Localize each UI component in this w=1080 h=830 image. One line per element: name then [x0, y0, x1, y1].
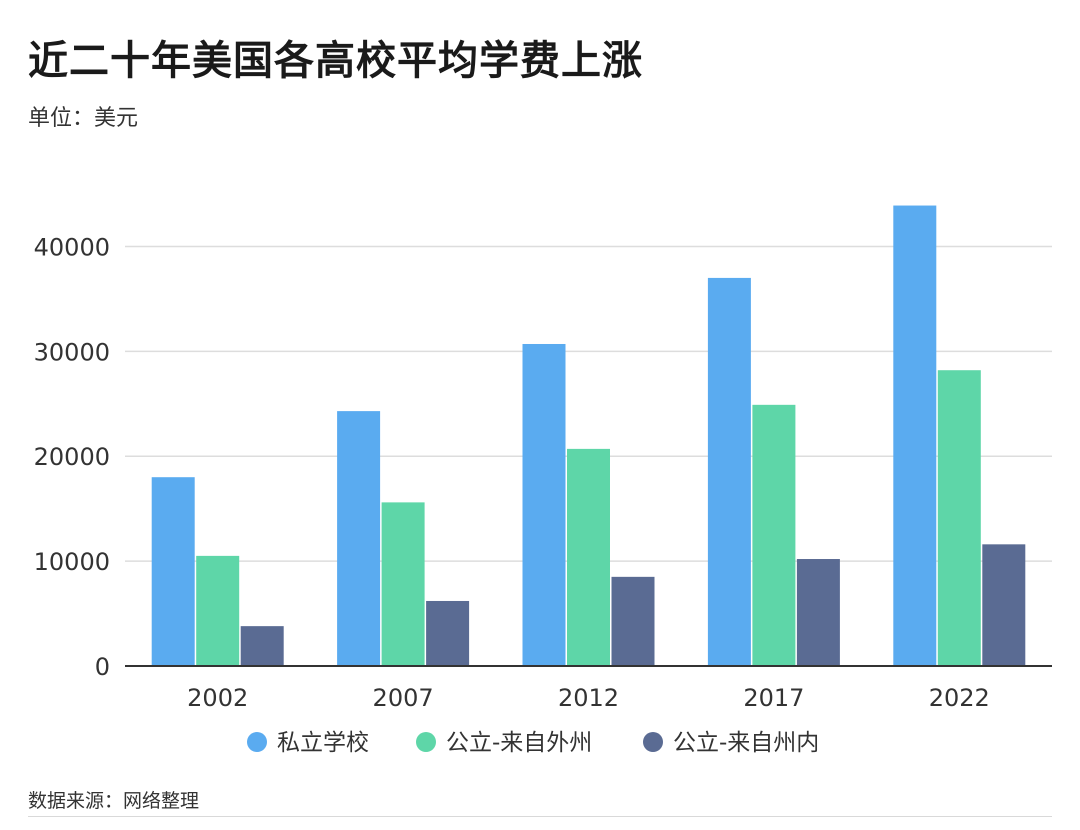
- bar-2002-1: [151, 477, 195, 666]
- x-tick-label: 2007: [373, 684, 434, 712]
- x-axis-ticks: 2002 2007 2012 2017 2022: [187, 684, 990, 712]
- bar-2022-1: [893, 205, 937, 666]
- y-tick-label: 10000: [34, 548, 110, 576]
- legend-swatch: [643, 732, 663, 752]
- bottom-divider: [28, 816, 1052, 817]
- chart-title: 近二十年美国各高校平均学费上涨: [28, 38, 643, 84]
- legend-swatch: [247, 732, 267, 752]
- bar-2002-3: [240, 626, 284, 666]
- legend: 私立学校 公立-来自外州 公立-来自州内: [247, 730, 819, 756]
- x-tick-label: 2022: [929, 684, 990, 712]
- y-tick-label: 0: [95, 653, 110, 681]
- bar-2012-1: [522, 343, 566, 666]
- bar-2002-2: [196, 555, 240, 666]
- bar-2007-2: [381, 502, 425, 666]
- bar-2012-3: [611, 576, 655, 666]
- bars: [151, 205, 1026, 666]
- bar-2017-2: [752, 404, 796, 666]
- legend-label: 公立-来自州内: [673, 730, 819, 756]
- bar-2007-1: [337, 411, 381, 666]
- bar-2022-3: [982, 544, 1026, 666]
- legend-label: 私立学校: [277, 730, 369, 756]
- bar-2017-1: [707, 277, 751, 666]
- x-tick-label: 2002: [187, 684, 248, 712]
- y-tick-label: 40000: [34, 233, 110, 261]
- bar-2017-3: [796, 559, 840, 666]
- x-tick-label: 2017: [743, 684, 804, 712]
- bar-2007-3: [426, 600, 470, 666]
- legend-label: 公立-来自外州: [446, 730, 592, 756]
- bar-2022-2: [937, 370, 981, 666]
- y-tick-label: 30000: [34, 338, 110, 366]
- data-source: 数据来源：网络整理: [28, 790, 200, 812]
- x-tick-label: 2012: [558, 684, 619, 712]
- y-tick-label: 20000: [34, 443, 110, 471]
- y-axis-ticks: 0 10000 20000 30000 40000: [34, 233, 110, 681]
- bar-2012-2: [567, 448, 610, 666]
- chart-unit: 单位：美元: [28, 106, 139, 131]
- legend-swatch: [416, 732, 436, 752]
